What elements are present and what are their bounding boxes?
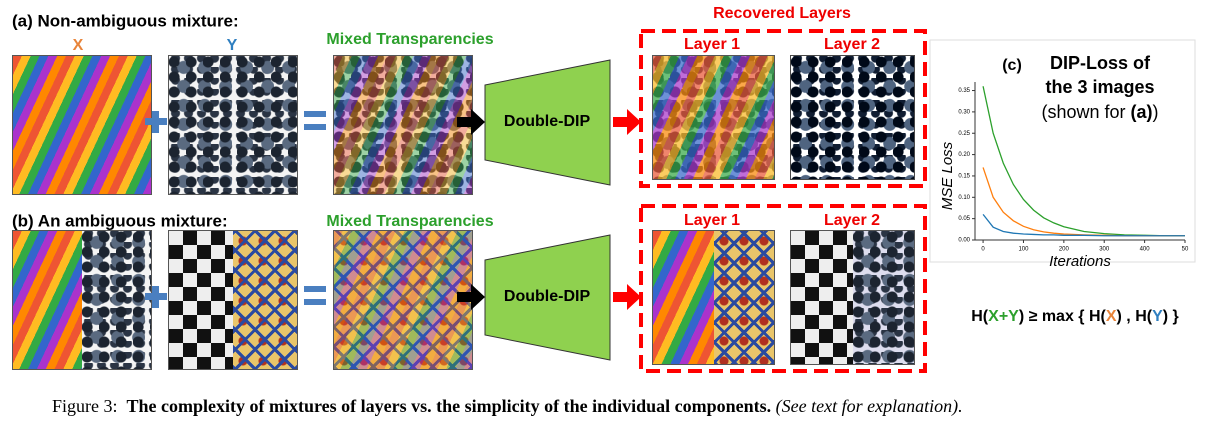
layer1-image (652, 230, 775, 365)
formula-part: ) } (1163, 308, 1179, 325)
image-x (12, 230, 152, 370)
formula-part: X (1106, 308, 1117, 325)
network-label: Double-DIP (504, 288, 591, 305)
mixed-label: Mixed Transparencies (326, 213, 493, 230)
panel-label: (c) (1002, 57, 1022, 74)
loss-chart: 0.00 0.05 0.10 0.15 0.20 0.25 0.30 0.35 0 100 200 3… (939, 82, 1189, 270)
y-tick-label: 0.25 (958, 131, 970, 137)
loss-note: (shown for (a)) (1041, 102, 1158, 122)
loss-line (982, 213, 1185, 237)
formula-part: ) , H( (1117, 308, 1153, 325)
note-text: (a) (1131, 102, 1153, 122)
loss-title: the 3 images (1045, 77, 1154, 97)
mixed-label: Mixed Transparencies (326, 31, 493, 48)
y-tick-label: 0.35 (958, 88, 970, 94)
panel-title: (b) An ambiguous mixture: (12, 211, 228, 230)
y-tick-label: 0.15 (958, 174, 970, 180)
y-axis-label: MSE Loss (939, 141, 956, 210)
x-tick-label: 300 (1099, 247, 1110, 253)
caption-italic: (See text for explanation). (771, 396, 962, 417)
caption-prefix: Figure 3: (52, 396, 127, 416)
x-tick-label: 100 (1018, 247, 1029, 253)
image-y (168, 230, 298, 370)
y-tick-label: 0.10 (958, 195, 970, 201)
x-tick-label: 0 (981, 247, 985, 253)
recovered-box (639, 204, 927, 373)
y-tick-label: 0.30 (958, 109, 970, 115)
loss-title-bg (1030, 46, 1175, 130)
y-tick-label: 0.20 (958, 152, 970, 158)
caption-bold: The complexity of mixtures of layers vs.… (127, 396, 772, 416)
layer-label: Layer 2 (824, 36, 880, 53)
formula-part: H( (971, 308, 989, 325)
arrows (457, 109, 641, 310)
note-text: ) (1153, 102, 1159, 122)
layer2-image (790, 55, 915, 180)
loss-title: DIP-Loss of (1050, 53, 1151, 73)
x-tick-label: 200 (1059, 247, 1070, 253)
x-axis-label: Iterations (1049, 253, 1111, 270)
network-block (484, 59, 611, 186)
formula: H(X+Y) ≥ max { H(X) , H(Y) } (971, 308, 1179, 325)
x-label: X (73, 37, 84, 54)
image-x (12, 55, 152, 195)
layer1-image (652, 55, 775, 180)
note-text: (shown for (1041, 102, 1130, 122)
network-label: Double-DIP (504, 113, 591, 130)
x-tick-label: 50 (1182, 247, 1189, 253)
recovered-box (639, 29, 927, 188)
panel-title: (a) Non-ambiguous mixture: (12, 11, 239, 30)
formula-part: Y (1152, 308, 1163, 325)
formula-part: X+Y (988, 308, 1019, 325)
x-tick-label: 400 (1140, 247, 1151, 253)
y-tick-label: 0.05 (958, 216, 970, 222)
layer-label: Layer 2 (824, 212, 880, 229)
image-mix (333, 230, 473, 370)
y-tick-label: 0.00 (958, 238, 970, 244)
layer-label: Layer 1 (684, 36, 740, 53)
caption: Figure 3: The complexity of mixtures of … (52, 396, 963, 417)
layer-label: Layer 1 (684, 212, 740, 229)
y-label: Y (227, 37, 238, 54)
network-block (484, 234, 611, 361)
recovered-title: Recovered Layers (713, 5, 851, 22)
operators (145, 111, 326, 308)
formula-part: ) ≥ max { H( (1019, 308, 1107, 325)
image-y (168, 55, 298, 195)
layer2-image (790, 230, 915, 365)
image-mix (333, 55, 473, 195)
